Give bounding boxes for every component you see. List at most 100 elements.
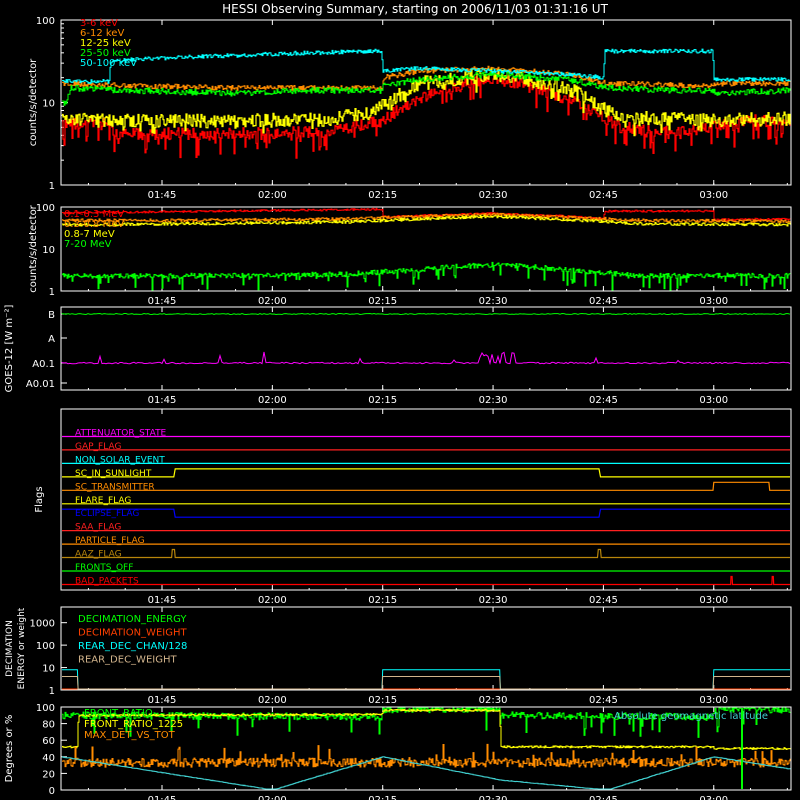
goes-ylabel: GOES-12 [W m⁻²]	[4, 305, 15, 393]
x-tick-label: 02:15	[368, 395, 397, 406]
x-tick-label: 02:15	[368, 190, 397, 201]
series-line-0	[61, 312, 791, 316]
flag-label: FRONTS_OFF	[75, 563, 133, 573]
x-tick-label: 02:45	[589, 795, 618, 800]
series-line-2	[62, 743, 791, 768]
y-tick-label: 100	[36, 203, 55, 214]
y-tick-label: 60	[42, 736, 55, 747]
y-tick-label: 1	[49, 287, 55, 298]
legend-entry: 0.3-0.8 MeV	[64, 219, 124, 230]
x-tick-label: 02:00	[258, 395, 287, 406]
figure-title: HESSI Observing Summary, starting on 200…	[222, 2, 608, 16]
y-tick-label: 100	[36, 16, 55, 27]
x-tick-label: 01:45	[148, 595, 177, 606]
y-tick-label: B	[48, 310, 55, 321]
series-line-3	[62, 756, 791, 790]
series-line-3	[62, 676, 790, 690]
flag-label: SAA_FLAG	[75, 523, 121, 533]
flags-ylabel: Flags	[34, 486, 45, 512]
y-tick-label: A	[48, 334, 55, 345]
legend-entry: 6-12 keV	[80, 28, 124, 39]
flag-line-9	[62, 548, 790, 559]
decimation-frame	[60, 606, 792, 691]
x-tick-label: 01:45	[148, 395, 177, 406]
x-tick-label: 02:00	[258, 190, 287, 201]
x-tick-label: 02:45	[589, 695, 618, 706]
x-tick-label: 02:00	[258, 296, 287, 307]
x-tick-label: 03:00	[699, 395, 728, 406]
x-tick-label: 02:30	[479, 296, 508, 307]
decimation-ylabel-1: DECIMATION	[5, 620, 15, 677]
series-line-1	[61, 351, 791, 366]
flag-label: ATTENUATOR_STATE	[75, 429, 167, 439]
y-tick-label: 100	[36, 703, 55, 714]
decimation-ylabel-2: ENERGY or weight	[17, 607, 27, 689]
x-tick-label: 03:00	[699, 190, 728, 201]
x-tick-label: 02:15	[368, 595, 397, 606]
x-tick-label: 02:00	[258, 595, 287, 606]
flag-label: GAP_FLAG	[75, 442, 121, 452]
panels: 01:45 02:00 02:15 02:30 02:45 03:00 counts/s/d…	[4, 16, 792, 800]
goes-frame	[60, 306, 792, 391]
x-tick-label: 02:15	[368, 695, 397, 706]
y-tick-label: 40	[42, 753, 55, 764]
y-tick-label: 0	[49, 786, 55, 797]
series-line-1	[62, 708, 791, 750]
legend-entry: 50-100 keV	[80, 58, 137, 69]
x-tick-label: 02:30	[479, 795, 508, 800]
y-tick-label: 1	[49, 181, 55, 192]
series-line-1	[62, 65, 791, 91]
legend-entry: 12-25 keV	[80, 38, 131, 49]
flags-frame	[60, 408, 792, 591]
series-line-4	[62, 48, 791, 84]
x-tick-label: 02:00	[258, 695, 287, 706]
x-tick-label: 01:45	[148, 296, 177, 307]
flag-label: NON_SOLAR_EVENT	[75, 455, 165, 465]
flag-label: PARTICLE_FLAG	[75, 536, 145, 546]
x-tick-label: 02:45	[589, 296, 618, 307]
x-tick-label: 03:00	[699, 795, 728, 800]
legend-entry: 7-20 MeV	[64, 239, 112, 250]
high-energy-ylabel: counts/s/detector	[28, 204, 39, 292]
series-line-2	[62, 214, 791, 227]
flag-line-3	[62, 468, 790, 478]
legend-entry: MAX_DET_VS_TOT	[84, 730, 176, 741]
legend-entry: 0.8-7 MeV	[64, 229, 115, 240]
x-tick-label: 02:45	[589, 395, 618, 406]
flag-label: FLARE_FLAG	[75, 496, 131, 506]
x-tick-label: 01:45	[148, 795, 177, 800]
flag-label: ECLIPSE_FLAG	[75, 509, 139, 519]
legend-entry: 25-50 keV	[80, 48, 131, 59]
y-tick-label: 1000	[30, 619, 55, 630]
legend-entry: REAR_DEC_WEIGHT	[78, 655, 177, 666]
x-tick-label: 02:30	[479, 695, 508, 706]
legend-entry: 3-6 keV	[80, 18, 118, 29]
y-tick-label: A0.1	[32, 359, 55, 370]
legend-entry: FRONT_RATIO_1225	[84, 719, 183, 730]
legend-entry: DECIMATION_ENERGY	[78, 614, 187, 625]
flag-line-4	[62, 481, 790, 491]
x-tick-label: 02:30	[479, 595, 508, 606]
legend-entry: DECIMATION_WEIGHT	[78, 628, 187, 639]
latitude-annotation: Absolute geomagnetic latitude	[614, 711, 768, 722]
x-tick-label: 01:45	[148, 695, 177, 706]
count-rates-ylabel: counts/s/detector	[28, 58, 39, 146]
flag-label: AAZ_FLAG	[75, 550, 122, 560]
ratios-frame	[60, 706, 792, 791]
y-tick-label: A0.01	[26, 379, 55, 390]
x-tick-label: 03:00	[699, 695, 728, 706]
legend-entry: REAR_DEC_CHAN/128	[78, 641, 187, 652]
x-tick-label: 02:30	[479, 395, 508, 406]
flag-label: SC_TRANSMITTER	[75, 482, 155, 492]
x-tick-label: 03:00	[699, 595, 728, 606]
y-tick-label: 80	[42, 720, 55, 731]
y-tick-label: 20	[42, 769, 55, 780]
x-tick-label: 02:00	[258, 795, 287, 800]
flag-label: SC_IN_SUNLIGHT	[75, 469, 152, 479]
legend-entry: FRONT_RATIO	[84, 708, 153, 719]
series-line-3	[62, 261, 791, 291]
flag-line-6	[62, 508, 790, 518]
x-tick-label: 01:45	[148, 190, 177, 201]
x-tick-label: 03:00	[699, 296, 728, 307]
